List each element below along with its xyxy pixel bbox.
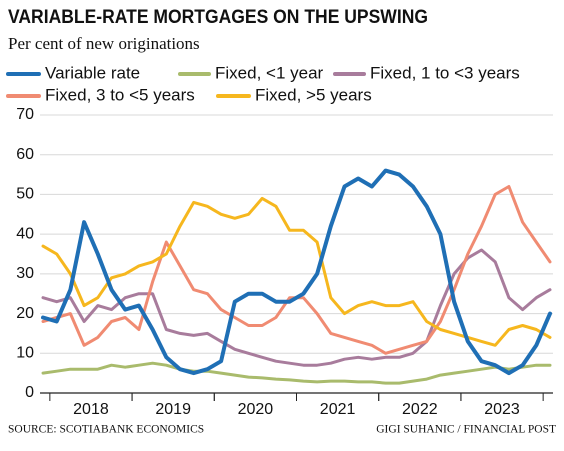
y-tick-label: 70 xyxy=(16,106,34,123)
legend-label: Fixed, 3 to <5 years xyxy=(45,85,195,104)
series-line xyxy=(41,196,552,347)
y-tick-label: 50 xyxy=(16,186,34,203)
legend-label: Variable rate xyxy=(45,63,140,82)
credit: GIGI SUHANIC / FINANCIAL POST xyxy=(376,424,556,436)
x-tick-label: 2019 xyxy=(155,401,191,418)
legend-label: Fixed, 1 to <3 years xyxy=(370,63,520,82)
chart-subtitle: Per cent of new originations xyxy=(8,34,200,53)
y-tick-label: 40 xyxy=(16,225,34,242)
y-tick-label: 20 xyxy=(16,305,34,322)
x-tick-label: 2018 xyxy=(73,401,109,418)
series-line xyxy=(41,168,552,376)
x-tick-label: 2020 xyxy=(238,401,274,418)
source: SOURCE: SCOTIABANK ECONOMICS xyxy=(8,424,204,436)
x-tick-label: 2022 xyxy=(402,401,438,418)
legend-label: Fixed, >5 years xyxy=(255,85,372,104)
series-line xyxy=(41,185,552,355)
x-tick-label: 2021 xyxy=(320,401,356,418)
x-tick-label: 2023 xyxy=(484,401,520,418)
chart-title: VARIABLE-RATE MORTGAGES ON THE UPSWING xyxy=(8,7,428,28)
legend-label: Fixed, <1 year xyxy=(215,63,324,82)
y-tick-label: 10 xyxy=(16,345,34,362)
y-tick-label: 0 xyxy=(25,384,34,401)
y-tick-label: 30 xyxy=(16,265,34,282)
series-line xyxy=(41,361,552,385)
y-tick-label: 60 xyxy=(16,146,34,163)
